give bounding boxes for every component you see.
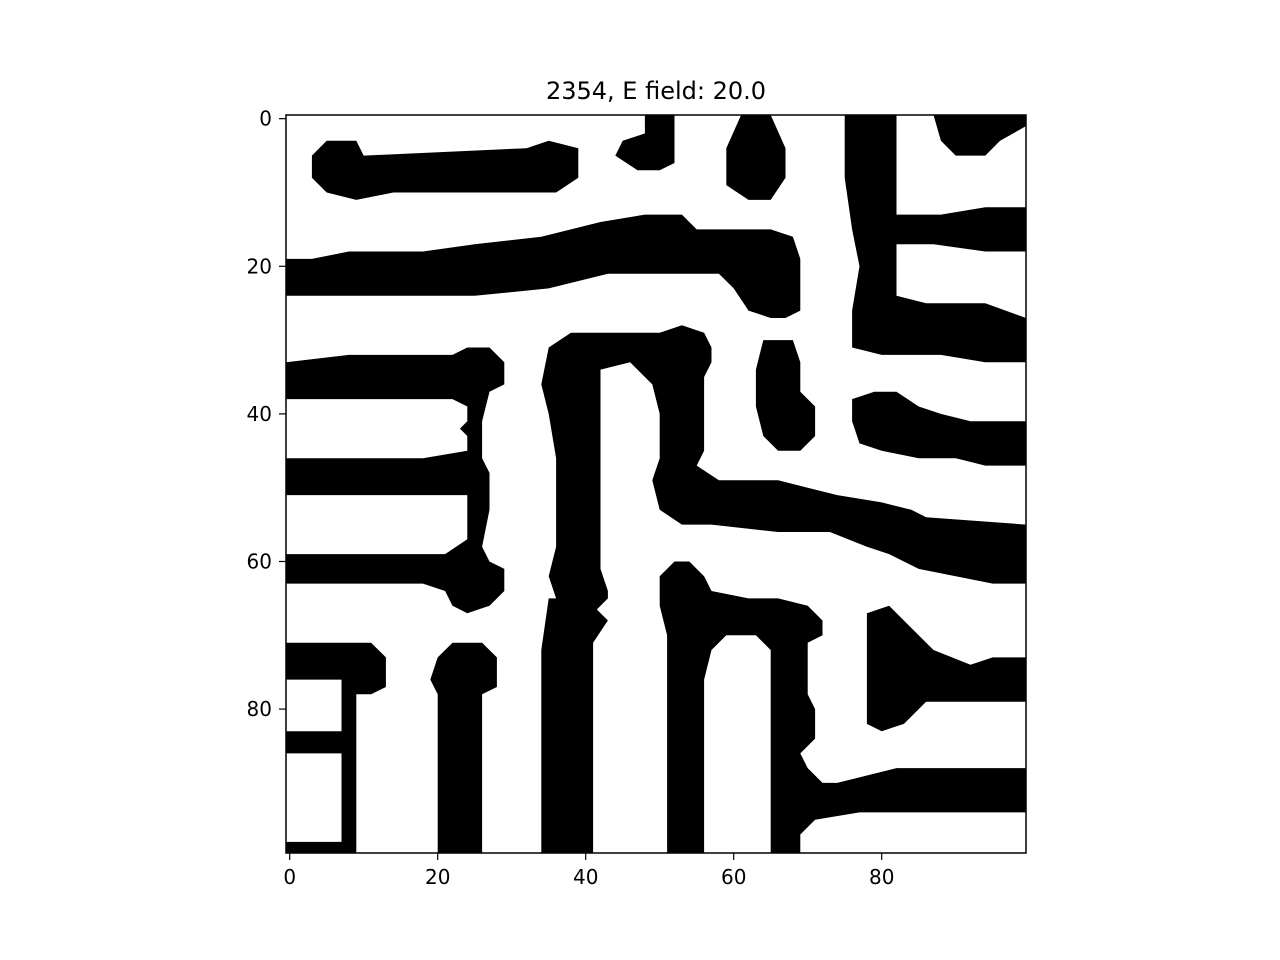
- domain-bottom-4: [430, 642, 497, 853]
- domain-mid-2: [755, 340, 816, 451]
- domain-mid-3: [852, 391, 1026, 466]
- chart-title: 2354, E field: 20.0: [546, 77, 766, 105]
- domain-bottom-2: [866, 605, 1026, 732]
- domain-top-3: [726, 115, 786, 200]
- y-tick-label: 20: [247, 254, 272, 278]
- y-axis: 0 20 40 60 80: [247, 107, 286, 721]
- domain-top-5: [933, 115, 1026, 156]
- domain-bottom-3: [286, 642, 386, 853]
- y-tick-label: 60: [247, 549, 272, 573]
- x-tick-label: 0: [283, 865, 296, 889]
- domain-bottom-5: [541, 598, 608, 853]
- x-tick-label: 80: [869, 865, 894, 889]
- plot-area: [285, 114, 1027, 854]
- domain-top-1: [311, 140, 579, 200]
- x-axis: 0 20 40 60 80: [283, 853, 894, 889]
- domain-bottom-1: [659, 561, 1026, 853]
- domain-mid-1: [541, 325, 1026, 614]
- domain-left-1: [286, 214, 801, 318]
- domain-left-2: [286, 347, 505, 614]
- x-tick-label: 40: [573, 865, 598, 889]
- domain-top-4: [844, 115, 1026, 363]
- y-tick-label: 40: [247, 402, 272, 426]
- domain-layer: [286, 115, 1026, 853]
- x-tick-label: 20: [425, 865, 450, 889]
- y-tick-label: 0: [259, 107, 272, 131]
- plot-frame: [285, 114, 1027, 854]
- y-tick-label: 80: [247, 697, 272, 721]
- x-tick-label: 60: [721, 865, 746, 889]
- domain-top-2: [615, 115, 675, 171]
